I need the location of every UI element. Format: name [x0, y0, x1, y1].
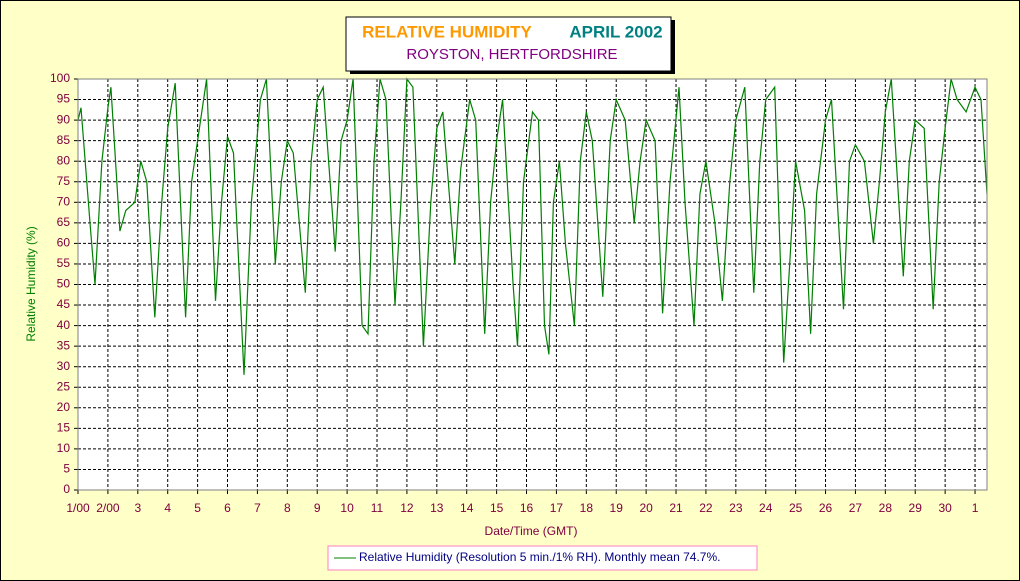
x-axis-title: Date/Time (GMT)	[485, 524, 578, 538]
y-tick-label: 15	[57, 421, 71, 435]
x-tick-label: 25	[789, 501, 803, 515]
x-tick-label: 9	[314, 501, 321, 515]
x-tick-label: 4	[164, 501, 171, 515]
y-tick-label: 95	[57, 92, 71, 106]
x-tick-label: 1	[972, 501, 979, 515]
y-tick-label: 90	[57, 112, 71, 126]
x-tick-label: 6	[224, 501, 231, 515]
x-tick-label: 11	[371, 501, 384, 515]
x-tick-label: 15	[490, 501, 504, 515]
x-tick-label: 27	[849, 501, 863, 515]
x-tick-label: 29	[909, 501, 923, 515]
y-tick-label: 20	[57, 400, 71, 414]
x-tick-label: 2/00	[96, 501, 120, 515]
y-tick-label: 75	[57, 174, 71, 188]
x-tick-label: 21	[669, 501, 683, 515]
x-tick-label: 14	[460, 501, 474, 515]
x-tick-label: 24	[759, 501, 773, 515]
chart-title-date: APRIL 2002	[569, 22, 662, 41]
x-tick-label: 5	[194, 501, 201, 515]
y-tick-label: 0	[63, 482, 70, 496]
y-tick-label: 50	[57, 277, 71, 291]
x-tick-label: 16	[520, 501, 534, 515]
x-tick-label: 13	[430, 501, 444, 515]
legend-box	[327, 545, 758, 571]
data-line	[77, 77, 988, 375]
plot-frame	[77, 78, 988, 491]
y-tick-label: 30	[57, 359, 71, 373]
y-tick-label: 35	[57, 338, 71, 352]
x-tick-label: 30	[938, 501, 952, 515]
title-box	[345, 16, 672, 72]
y-axis-title: Relative Humidity (%)	[24, 226, 38, 341]
x-tick-label: 19	[610, 501, 624, 515]
x-tick-label: 7	[254, 501, 261, 515]
y-tick-label: 25	[57, 379, 71, 393]
x-tick-label: 26	[819, 501, 833, 515]
x-tick-label: 18	[580, 501, 594, 515]
x-tick-label: 23	[729, 501, 743, 515]
y-tick-label: 80	[57, 153, 71, 167]
y-tick-label: 65	[57, 215, 71, 229]
x-tick-label: 28	[879, 501, 893, 515]
x-tick-label: 22	[699, 501, 713, 515]
y-tick-label: 55	[57, 256, 71, 270]
y-tick-label: 40	[57, 318, 71, 332]
y-tick-label: 10	[57, 441, 71, 455]
y-tick-label: 70	[57, 194, 71, 208]
x-tick-label: 3	[134, 501, 141, 515]
chart-subtitle: ROYSTON, HERTFORDSHIRE	[406, 46, 617, 63]
legend-label: Relative Humidity (Resolution 5 min./1% …	[359, 550, 720, 564]
y-tick-label: 100	[50, 71, 70, 85]
y-tick-label: 5	[63, 462, 70, 476]
y-tick-label: 45	[57, 297, 71, 311]
x-tick-label: 17	[550, 501, 564, 515]
x-tick-label: 10	[340, 501, 354, 515]
x-tick-label: 8	[284, 501, 291, 515]
y-tick-label: 85	[57, 133, 71, 147]
x-tick-label: 1/00	[66, 501, 90, 515]
chart-title: RELATIVE HUMIDITY	[362, 22, 532, 41]
x-tick-label: 12	[400, 501, 414, 515]
x-tick-label: 20	[639, 501, 653, 515]
y-tick-label: 60	[57, 236, 71, 250]
